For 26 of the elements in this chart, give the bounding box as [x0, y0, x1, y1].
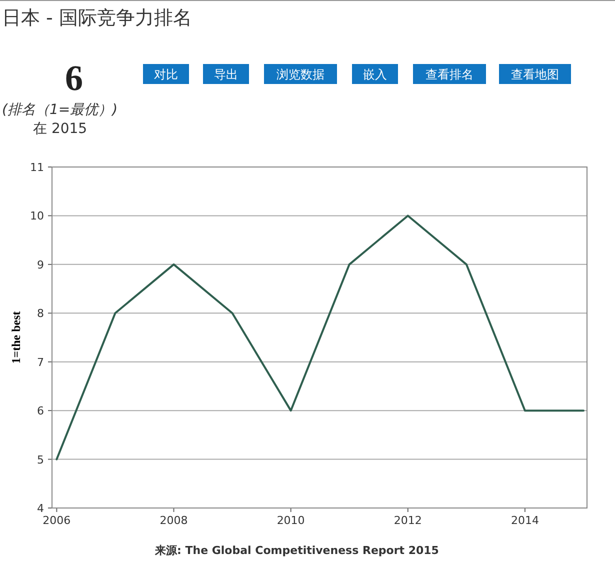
y-tick-label: 5 — [37, 453, 44, 466]
chart-title: 日本 - 国际竞争力排名 — [2, 7, 192, 29]
button: 浏览数据 — [264, 64, 337, 84]
y-tick-label: 7 — [37, 356, 44, 369]
y-tick-label: 8 — [37, 307, 44, 320]
y-tick-label: 6 — [37, 404, 44, 418]
y-axis-title: 1=the best — [9, 311, 23, 364]
y-tick-label: 10 — [30, 210, 44, 223]
x-tick-label: 2014 — [510, 514, 539, 527]
y-tick-label: 9 — [37, 258, 44, 272]
x-tick-label: 2012 — [394, 514, 422, 527]
button: 查看排名 — [413, 64, 486, 84]
line-series — [56, 214, 584, 460]
text: 6 — [65, 58, 83, 98]
button: 查看地图 — [499, 64, 571, 84]
button: 对比 — [143, 64, 189, 84]
button: 嵌入 — [352, 64, 398, 84]
y-tick-label: 4 — [37, 502, 44, 515]
text: 在 2015 — [33, 121, 88, 137]
chart-subtitle: (排名（1=最优）) — [2, 102, 118, 118]
x-tick-label: 2008 — [160, 514, 188, 527]
x-tick-label: 2010 — [276, 514, 305, 527]
y-tick-label: 11 — [30, 161, 44, 174]
source-note: 来源: The Global Competitiveness Report 2015 — [154, 544, 439, 557]
button: 导出 — [203, 64, 249, 84]
x-tick-label: 2006 — [42, 514, 71, 527]
